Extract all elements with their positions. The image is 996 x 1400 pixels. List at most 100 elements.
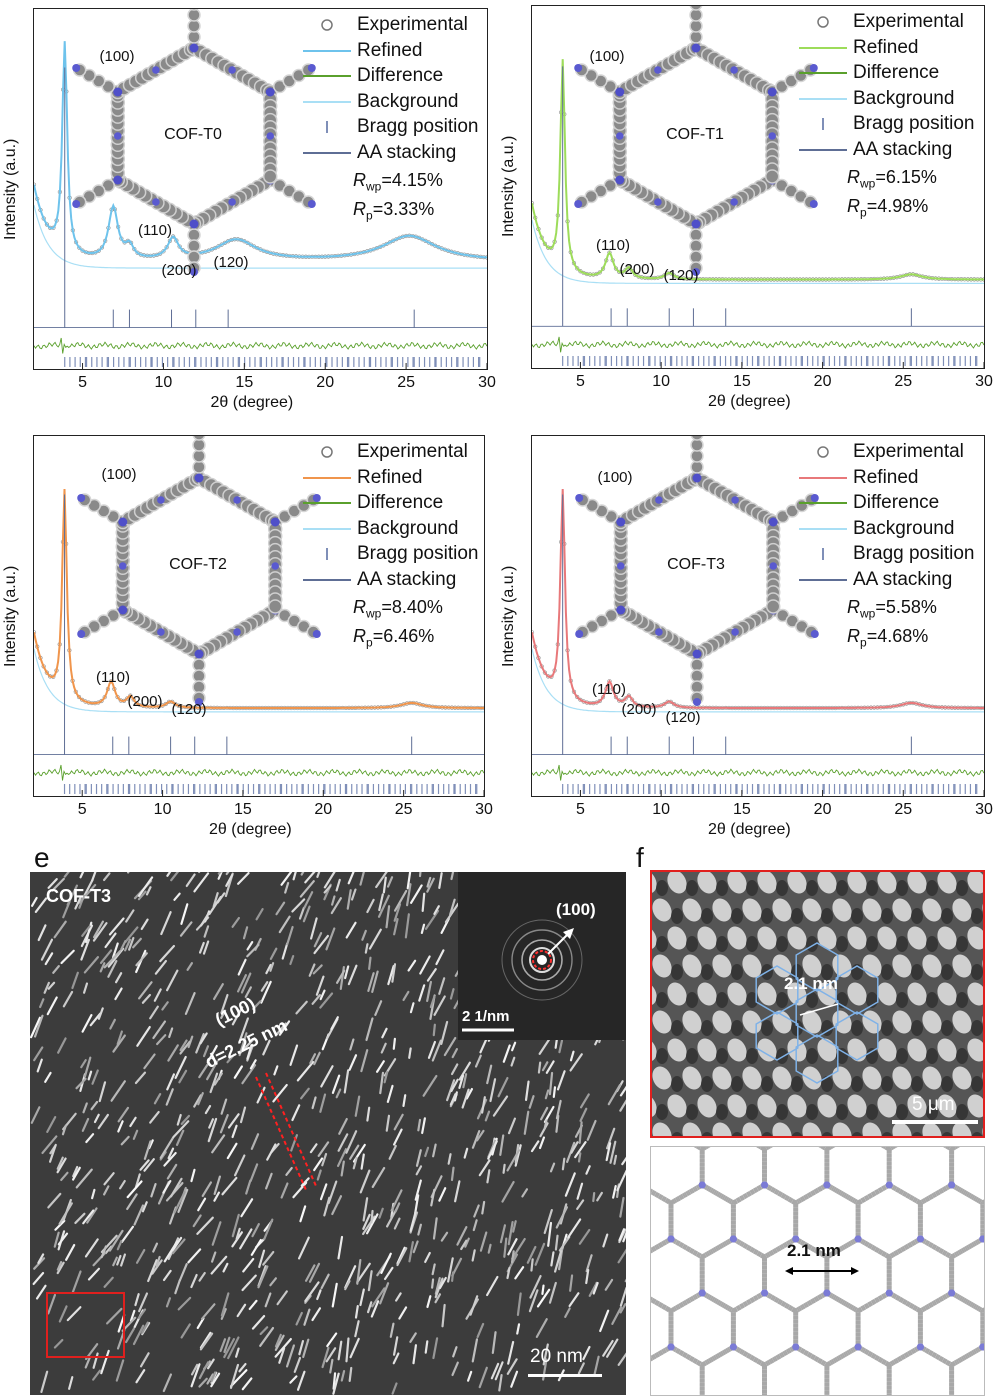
legend-item: Bragg position <box>797 543 974 565</box>
legend-item: Experimental <box>797 11 964 33</box>
x-tick-label: 30 <box>975 801 993 818</box>
legend-label: Refined <box>853 466 919 488</box>
x-tick-label: 5 <box>77 801 87 818</box>
legend-symbol <box>797 570 849 590</box>
legend-symbol <box>301 442 353 462</box>
peak-label: (200) <box>619 261 655 278</box>
peak-label: (110) <box>592 681 626 698</box>
honeycomb-cell <box>755 965 799 1015</box>
rwp-number: =5.58% <box>875 597 937 617</box>
legend-label: Background <box>357 517 459 539</box>
y-axis-label: Intensity (a.u.) <box>500 565 517 667</box>
legend-item: Bragg position <box>301 116 478 138</box>
lattice-fringes <box>30 872 626 1395</box>
legend-label: AA stacking <box>853 568 953 590</box>
rwp-number: =4.15% <box>381 170 443 190</box>
y-axis-label: Intensity (a.u.) <box>500 135 517 237</box>
x-tick-label: 5 <box>575 801 585 818</box>
difference-curve <box>532 764 984 781</box>
x-tick-label: 5 <box>575 373 585 390</box>
x-tick-label: 25 <box>894 373 913 390</box>
background-curve <box>34 204 487 269</box>
legend-item: AA stacking <box>797 139 952 161</box>
honeycomb-cell <box>835 1011 879 1061</box>
peak-label: (110) <box>596 237 630 254</box>
legend-symbol <box>301 468 353 488</box>
legend-item: Bragg position <box>797 113 974 135</box>
legend-label: Refined <box>853 36 919 58</box>
legend-label: Experimental <box>853 11 964 32</box>
legend-item: Background <box>797 518 954 540</box>
tem-sample-label: COF-T3 <box>46 886 111 906</box>
legend-label: Bragg position <box>357 543 479 564</box>
legend-item: Difference <box>797 62 939 84</box>
refined-curve <box>532 59 984 281</box>
cof-structure <box>72 9 316 276</box>
x-tick-label: 15 <box>732 373 751 390</box>
tem-image: (100) 2 1/nm COF-T3 (100) d=2.25 nm 20 n… <box>30 872 626 1395</box>
legend-item: AA stacking <box>301 142 456 164</box>
legend-label: Bragg position <box>853 113 975 134</box>
legend-symbol <box>797 140 849 160</box>
cof-structure <box>574 6 818 276</box>
x-tick-label: 20 <box>316 374 335 391</box>
rp-number: =4.68% <box>866 626 929 646</box>
rwp-value: Rwp=4.15% <box>353 170 443 194</box>
legend-symbol <box>301 143 353 163</box>
peak-label: (110) <box>96 669 130 686</box>
legend-symbol <box>301 493 353 513</box>
refined-curve <box>34 488 484 709</box>
difference-curve <box>34 337 487 354</box>
x-tick-label: 10 <box>154 374 173 391</box>
rwp-value: Rwp=5.58% <box>847 597 937 621</box>
legend-item: AA stacking <box>301 569 456 591</box>
legend-symbol <box>797 519 849 539</box>
legend-symbol <box>797 114 849 134</box>
y-axis-label: Intensity (a.u.) <box>2 565 19 667</box>
peak-label: (100) <box>597 469 633 486</box>
legend-item: Experimental <box>301 441 468 463</box>
legend-label: Refined <box>357 466 423 488</box>
x-tick-label: 20 <box>314 801 333 818</box>
legend-item: Refined <box>797 467 919 489</box>
honeycomb-cell <box>795 1034 839 1084</box>
legend-label: AA stacking <box>853 138 953 160</box>
tem-scale-bar <box>528 1374 602 1377</box>
peak-label: (120) <box>171 701 207 718</box>
legend-item: Difference <box>797 492 939 514</box>
structure-label: COF-T0 <box>164 126 222 143</box>
legend-label: Refined <box>357 39 423 61</box>
hexagonal-network <box>651 1147 984 1395</box>
legend-symbol <box>301 66 353 86</box>
legend-symbol <box>301 92 353 112</box>
fft-spot-ring <box>532 950 552 970</box>
peak-label: (200) <box>621 701 657 718</box>
x-tick-label: 10 <box>652 801 671 818</box>
rwp-number: =8.40% <box>381 597 443 617</box>
x-tick-label: 20 <box>813 801 832 818</box>
peak-label: (120) <box>665 709 701 726</box>
zoom-scale-bar <box>892 1120 978 1124</box>
peak-label: (120) <box>663 267 699 284</box>
legend-item: Refined <box>301 467 423 489</box>
x-tick-label: 30 <box>478 374 496 391</box>
xrd-plot-a <box>33 8 488 370</box>
legend-label: Bragg position <box>357 116 479 137</box>
zoomed-lattice <box>652 872 983 1136</box>
legend-label: Background <box>853 87 955 109</box>
legend-symbol <box>301 117 353 137</box>
xrd-pattern-b <box>532 6 984 368</box>
legend-symbol <box>797 38 849 58</box>
x-tick-label: 25 <box>397 374 415 391</box>
xrd-pattern-a <box>34 9 487 369</box>
legend-item: Background <box>301 91 458 113</box>
legend-item: Experimental <box>797 441 964 463</box>
x-tick-label: 20 <box>813 373 832 390</box>
peak-label: (200) <box>127 693 163 710</box>
legend-symbol <box>797 544 849 564</box>
zoom-region-box <box>46 1292 125 1358</box>
honeycomb-cell <box>755 1011 799 1061</box>
legend-item: Background <box>301 518 458 540</box>
xrd-pattern-d <box>532 436 984 796</box>
fringe-marker <box>255 1076 307 1191</box>
